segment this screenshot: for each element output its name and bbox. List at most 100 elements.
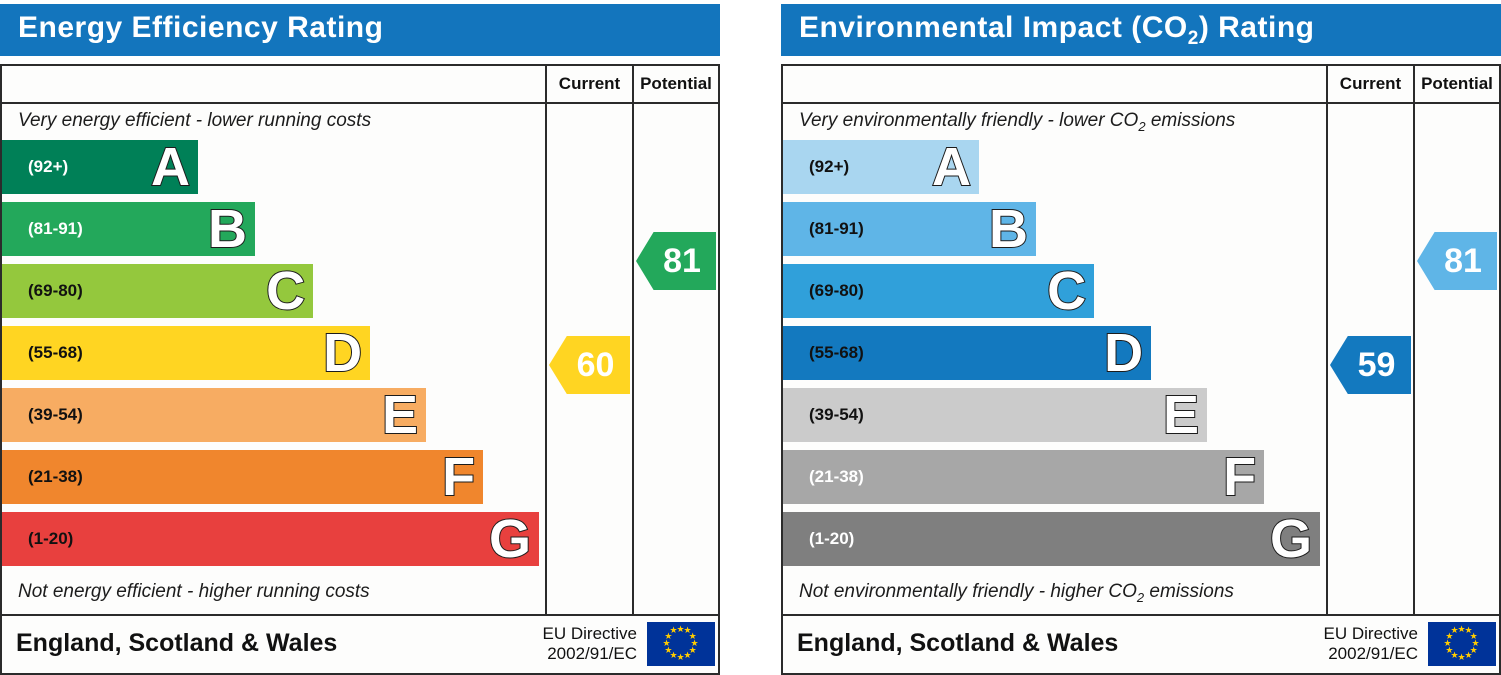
eu-flag-icon: ★ ★ ★ ★ ★ ★ ★ ★ ★ ★ ★ ★ <box>647 621 715 666</box>
top-caption: Very environmentally friendly - lower CO… <box>799 110 1236 134</box>
eu-flag-star: ★ <box>664 630 673 641</box>
eu-flag-star: ★ <box>1464 649 1473 660</box>
band-range-label: (69-80) <box>28 281 83 300</box>
rating-band-f: (21-38) F <box>783 447 1265 507</box>
panel-title-text: Energy Efficiency Rating <box>18 10 384 44</box>
potential-value: 81 <box>1444 241 1482 280</box>
rating-band-e: (39-54) E <box>2 385 427 445</box>
current-column: 60 <box>545 104 632 614</box>
rating-band-e: (39-54) E <box>783 385 1208 445</box>
rating-band-g: (1-20) G <box>783 511 1321 567</box>
eu-flag-star: ★ <box>669 625 678 636</box>
rating-band-a: (92+) A <box>783 137 980 197</box>
eu-flag-star: ★ <box>1457 651 1466 662</box>
header-spacer <box>783 66 1326 102</box>
panel-title: Energy Efficiency Rating <box>0 4 720 56</box>
band-range-label: (39-54) <box>28 405 83 424</box>
eu-flag-star: ★ <box>688 630 697 641</box>
band-letter: E <box>1162 385 1200 445</box>
band-letter: E <box>381 385 419 445</box>
bottom-caption: Not energy efficient - higher running co… <box>18 581 370 603</box>
band-range-label: (69-80) <box>809 281 864 300</box>
region-label: England, Scotland & Wales <box>16 629 338 657</box>
eu-flag-star: ★ <box>664 644 673 655</box>
eu-flag-star: ★ <box>1443 637 1452 648</box>
table-footer: England, Scotland & Wales EU Directive 2… <box>2 614 718 671</box>
band-range-label: (1-20) <box>809 529 855 548</box>
band-range-label: (55-68) <box>809 343 864 362</box>
current-value-arrow: 59 <box>1330 336 1411 394</box>
region-label: England, Scotland & Wales <box>797 629 1119 657</box>
current-value: 59 <box>1357 345 1396 384</box>
eu-flag-star: ★ <box>1471 637 1480 648</box>
band-range-label: (92+) <box>28 157 69 176</box>
table-body: Very energy efficient - lower running co… <box>2 104 718 614</box>
table-header-row: Current Potential <box>2 66 718 104</box>
band-range-label: (55-68) <box>28 343 83 362</box>
rating-band-b: (81-91) B <box>2 201 256 257</box>
eu-flag-star: ★ <box>688 644 697 655</box>
energy-efficiency-panel: Energy Efficiency Rating Current Potenti… <box>0 4 720 675</box>
band-letter: F <box>441 447 476 507</box>
rating-bands: (92+) A (81-91) B (69-80) C (55-68) D (39-54) E (2… <box>2 137 545 574</box>
eu-flag-star: ★ <box>1445 630 1454 641</box>
rating-scale: Very energy efficient - lower running co… <box>2 104 545 614</box>
eu-flag-icon: ★ ★ ★ ★ ★ ★ ★ ★ ★ ★ ★ ★ <box>1428 621 1496 666</box>
eu-directive-label: EU Directive 2002/91/EC <box>542 623 637 663</box>
eu-flag-star: ★ <box>1469 630 1478 641</box>
band-letter: B <box>988 199 1029 259</box>
rating-scale: Very environmentally friendly - lower CO… <box>783 104 1326 614</box>
rating-band-c: (69-80) C <box>2 261 314 321</box>
band-letter: C <box>1046 261 1087 321</box>
eu-flag-star: ★ <box>669 649 678 660</box>
eu-flag-star: ★ <box>690 637 699 648</box>
rating-band-f: (21-38) F <box>2 447 484 507</box>
eu-flag-star: ★ <box>1450 625 1459 636</box>
environmental-impact-panel: Environmental Impact (CO2) Rating Curren… <box>781 4 1501 675</box>
band-letter: C <box>265 261 306 321</box>
top-caption: Very energy efficient - lower running co… <box>18 110 372 131</box>
potential-column: 81 <box>1413 104 1499 614</box>
band-letter: D <box>322 323 363 383</box>
eu-flag-star: ★ <box>1450 649 1459 660</box>
band-range-label: (1-20) <box>28 529 74 548</box>
eu-flag-star: ★ <box>662 637 671 648</box>
panel-title-text: Environmental Impact (CO2) Rating <box>799 10 1315 49</box>
eu-flag-star: ★ <box>683 649 692 660</box>
rating-band-d: (55-68) D <box>783 323 1152 383</box>
rating-table: Current Potential Very environmentally f… <box>781 64 1501 675</box>
rating-table: Current Potential Very energy efficient … <box>0 64 720 675</box>
band-range-label: (81-91) <box>809 219 864 238</box>
bottom-caption: Not environmentally friendly - higher CO… <box>799 581 1234 605</box>
band-letter: G <box>488 509 532 569</box>
current-value-arrow: 60 <box>549 336 630 394</box>
band-range-label: (92+) <box>809 157 850 176</box>
potential-value: 81 <box>663 241 701 280</box>
eu-flag-star: ★ <box>1464 625 1473 636</box>
band-letter: D <box>1103 323 1144 383</box>
rating-band-g: (1-20) G <box>2 509 540 569</box>
eu-flag-star: ★ <box>1469 644 1478 655</box>
rating-bands: (92+) A (81-91) B (69-80) C (55-68) D (39-54) E (2… <box>783 137 1326 574</box>
current-column: 59 <box>1326 104 1413 614</box>
band-letter: A <box>150 137 191 197</box>
band-range-label: (39-54) <box>809 405 864 424</box>
rating-band-c: (69-80) C <box>783 261 1095 321</box>
potential-column-header: Potential <box>632 66 718 102</box>
band-letter: F <box>1222 447 1257 507</box>
eu-flag-star: ★ <box>676 651 685 662</box>
rating-band-b: (81-91) B <box>783 199 1037 259</box>
panel-title: Environmental Impact (CO2) Rating <box>781 4 1501 56</box>
eu-flag-star: ★ <box>1457 623 1466 634</box>
potential-value-arrow: 81 <box>636 232 716 290</box>
eu-flag-star: ★ <box>683 625 692 636</box>
band-letter: A <box>931 137 972 197</box>
band-range-label: (21-38) <box>809 467 864 486</box>
eu-flag-star: ★ <box>1445 644 1454 655</box>
potential-value-arrow: 81 <box>1417 232 1497 290</box>
rating-band-d: (55-68) D <box>2 323 371 383</box>
header-spacer <box>2 66 545 102</box>
current-column-header: Current <box>545 66 632 102</box>
eu-flag-star: ★ <box>676 623 685 634</box>
